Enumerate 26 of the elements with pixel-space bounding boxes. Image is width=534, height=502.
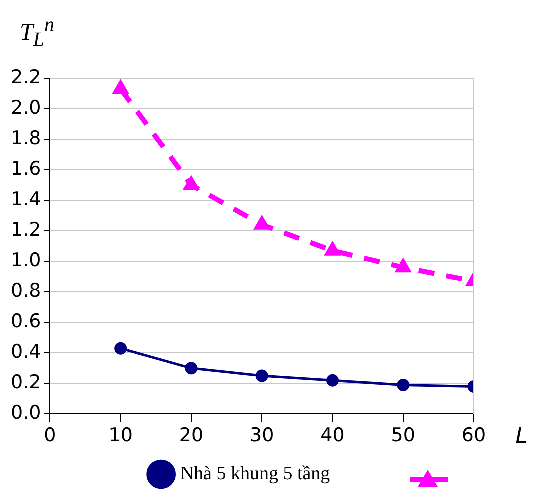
x-tick-label: 10 <box>108 424 133 447</box>
y-tick-label: 0.2 <box>11 372 42 394</box>
y-tick-label: 0.6 <box>11 310 42 333</box>
y-tick-label: 2.2 <box>11 66 42 88</box>
x-tick-label: 20 <box>179 424 204 447</box>
y-tick-label: 1.0 <box>11 250 42 272</box>
x-tick-label: 40 <box>320 424 345 447</box>
x-tick-label: 30 <box>250 424 274 447</box>
y-tick-label: 0.8 <box>11 280 42 302</box>
point <box>114 342 128 355</box>
y-tick-label: 1.2 <box>11 218 42 241</box>
y-tick-label: 1.8 <box>11 127 42 150</box>
y-tick-label: 0.0 <box>11 402 42 424</box>
y-tick-label: 1.4 <box>11 188 42 210</box>
y-tick-label: 1.6 <box>11 158 42 180</box>
x-tick-label: 50 <box>391 424 416 447</box>
x-axis-title: L <box>516 424 528 449</box>
x-tick-label: 60 <box>462 424 486 447</box>
x-tick-label: 0 <box>44 424 56 447</box>
legend-label: Nhà 5 khung 5 tầng <box>180 463 331 484</box>
point <box>185 362 198 375</box>
y-tick-label: 0.4 <box>11 341 42 364</box>
point <box>256 370 268 382</box>
point <box>397 378 410 392</box>
y-tick-label: 2.0 <box>11 96 42 119</box>
point <box>326 374 339 387</box>
